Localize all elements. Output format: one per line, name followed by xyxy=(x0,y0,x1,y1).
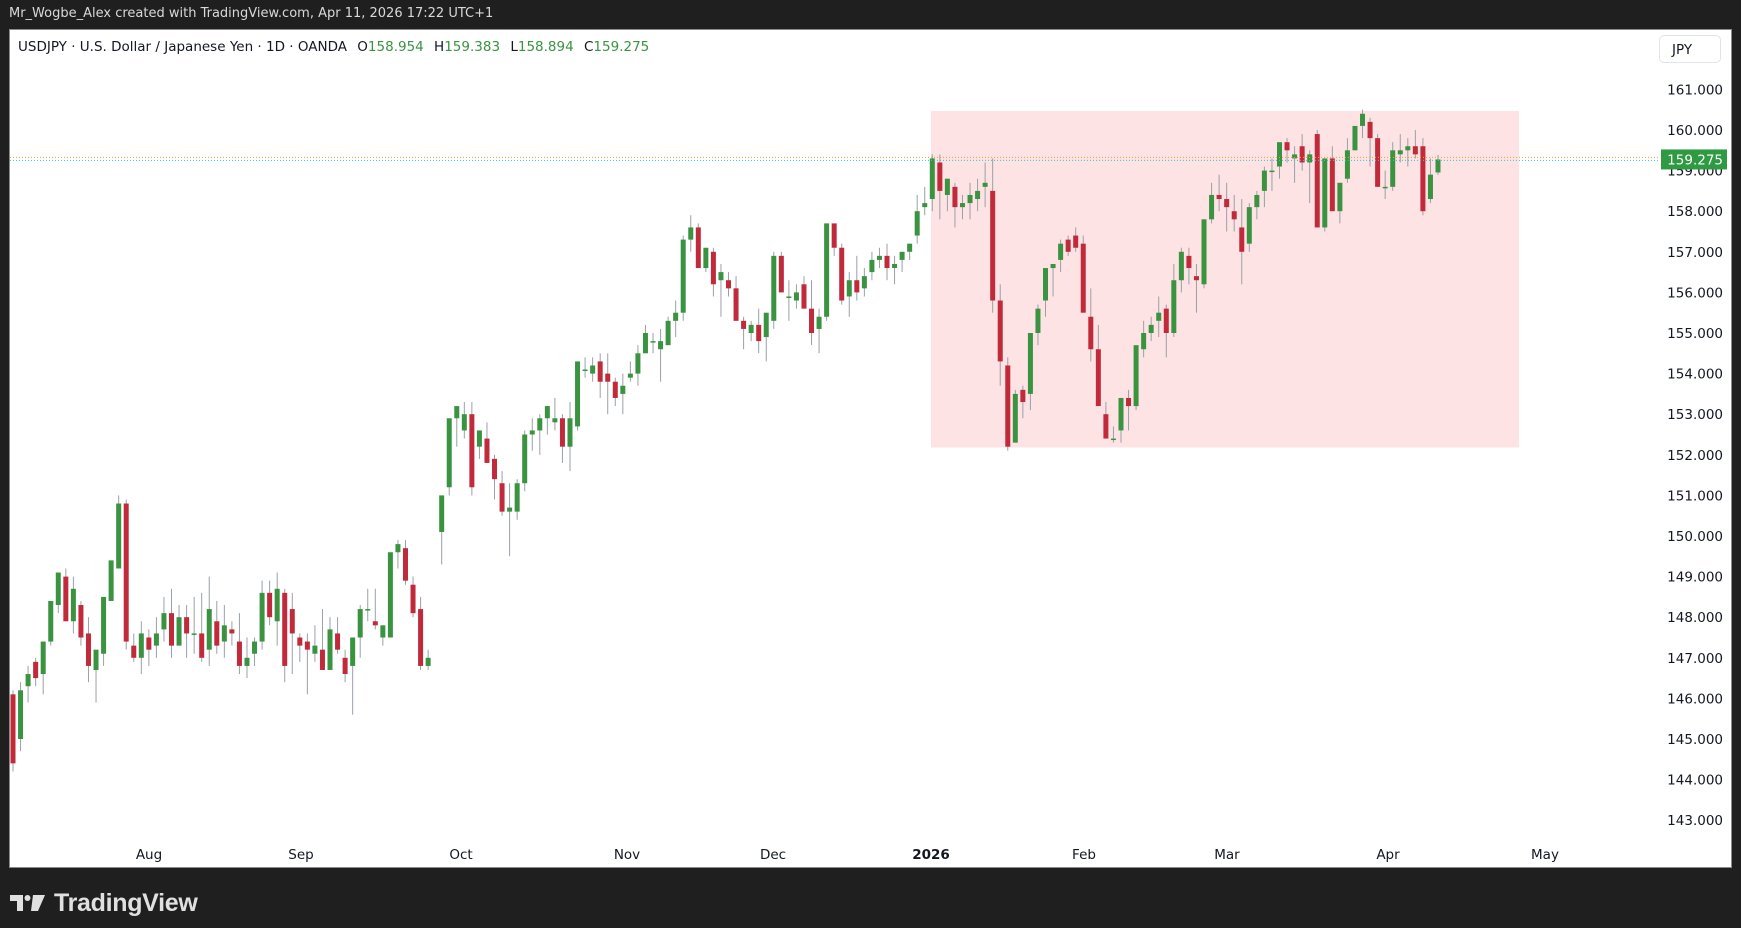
symbol-info: USDJPY · U.S. Dollar / Japanese Yen · 1D… xyxy=(18,39,347,55)
price-tick: 153.000 xyxy=(1667,407,1723,423)
low-value: 158.894 xyxy=(517,39,574,55)
time-tick: Apr xyxy=(1376,847,1400,863)
open-label: O xyxy=(357,39,368,55)
price-tick: 143.000 xyxy=(1667,813,1723,829)
close-value: 159.275 xyxy=(593,39,650,55)
high-value: 159.383 xyxy=(444,39,501,55)
low-label: L xyxy=(510,39,518,55)
time-tick: Sep xyxy=(288,847,313,863)
price-tick: 150.000 xyxy=(1667,529,1723,545)
time-tick: Aug xyxy=(136,847,162,863)
price-tick: 148.000 xyxy=(1667,610,1723,626)
open-value: 158.954 xyxy=(367,39,424,55)
tradingview-logo[interactable]: TradingView xyxy=(10,887,198,919)
price-tick: 149.000 xyxy=(1667,570,1723,586)
time-tick: 2026 xyxy=(912,847,950,863)
brand-name: TradingView xyxy=(54,888,198,917)
price-tick: 158.000 xyxy=(1667,204,1723,220)
price-tick: 155.000 xyxy=(1667,326,1723,342)
symbol-legend: USDJPY · U.S. Dollar / Japanese Yen · 1D… xyxy=(18,39,649,55)
time-tick: May xyxy=(1531,847,1559,863)
svg-text:159.275: 159.275 xyxy=(1667,152,1723,168)
price-tick: 154.000 xyxy=(1667,367,1723,383)
candlestick-chart[interactable]: 143.000 144.000 145.000 146.000 147.000 148.0… xyxy=(10,30,1733,869)
time-tick: Nov xyxy=(614,847,640,863)
high-label: H xyxy=(434,39,445,55)
price-tick: 160.000 xyxy=(1667,123,1723,139)
time-tick: Oct xyxy=(449,847,472,863)
last-price-badge xyxy=(1661,149,1727,170)
time-tick: Dec xyxy=(760,847,786,863)
price-tick: 145.000 xyxy=(1667,732,1723,748)
time-tick: Feb xyxy=(1072,847,1096,863)
price-tick: 144.000 xyxy=(1667,773,1723,789)
close-label: C xyxy=(583,39,594,55)
price-tick: 146.000 xyxy=(1667,691,1723,707)
attribution-text: Mr_Wogbe_Alex created with TradingView.c… xyxy=(9,6,494,21)
chart-panel[interactable]: 143.000 144.000 145.000 146.000 147.000 148.0… xyxy=(9,29,1732,868)
price-tick: 147.000 xyxy=(1667,651,1723,667)
time-tick: Mar xyxy=(1214,847,1240,863)
price-tick: 161.000 xyxy=(1667,82,1723,98)
price-tick: 157.000 xyxy=(1667,245,1723,261)
tradingview-logo-icon xyxy=(10,895,45,911)
currency-button[interactable]: JPY xyxy=(1659,35,1721,63)
price-tick: 152.000 xyxy=(1667,448,1723,464)
price-tick: 151.000 xyxy=(1667,488,1723,504)
price-tick: 156.000 xyxy=(1667,285,1723,301)
